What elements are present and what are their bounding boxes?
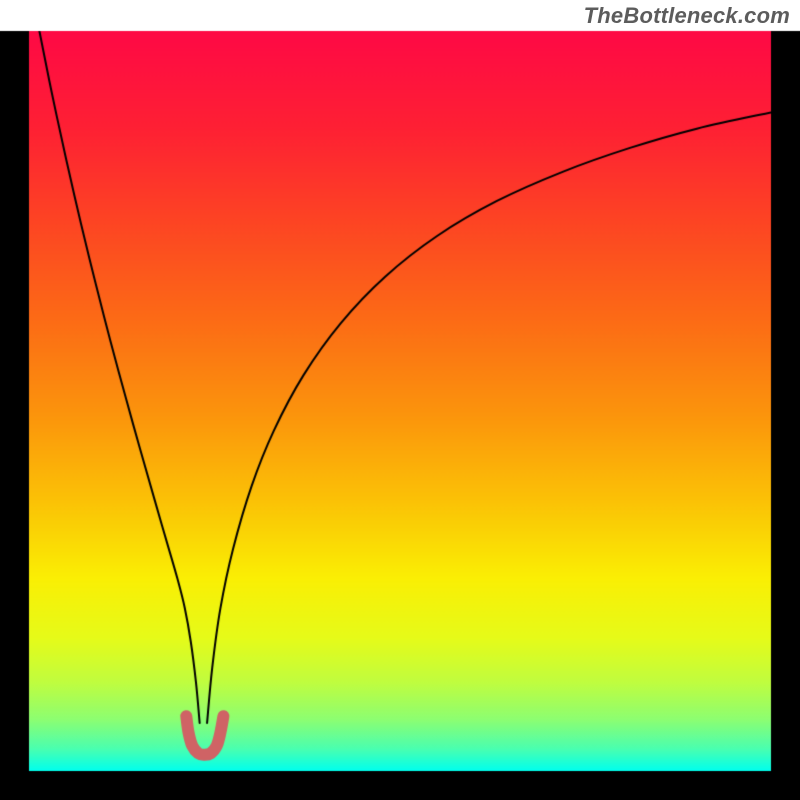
- bottleneck-curve-chart: [0, 0, 800, 800]
- chart-container: { "watermark": { "text": "TheBottleneck.…: [0, 0, 800, 800]
- watermark-text: TheBottleneck.com: [584, 0, 800, 29]
